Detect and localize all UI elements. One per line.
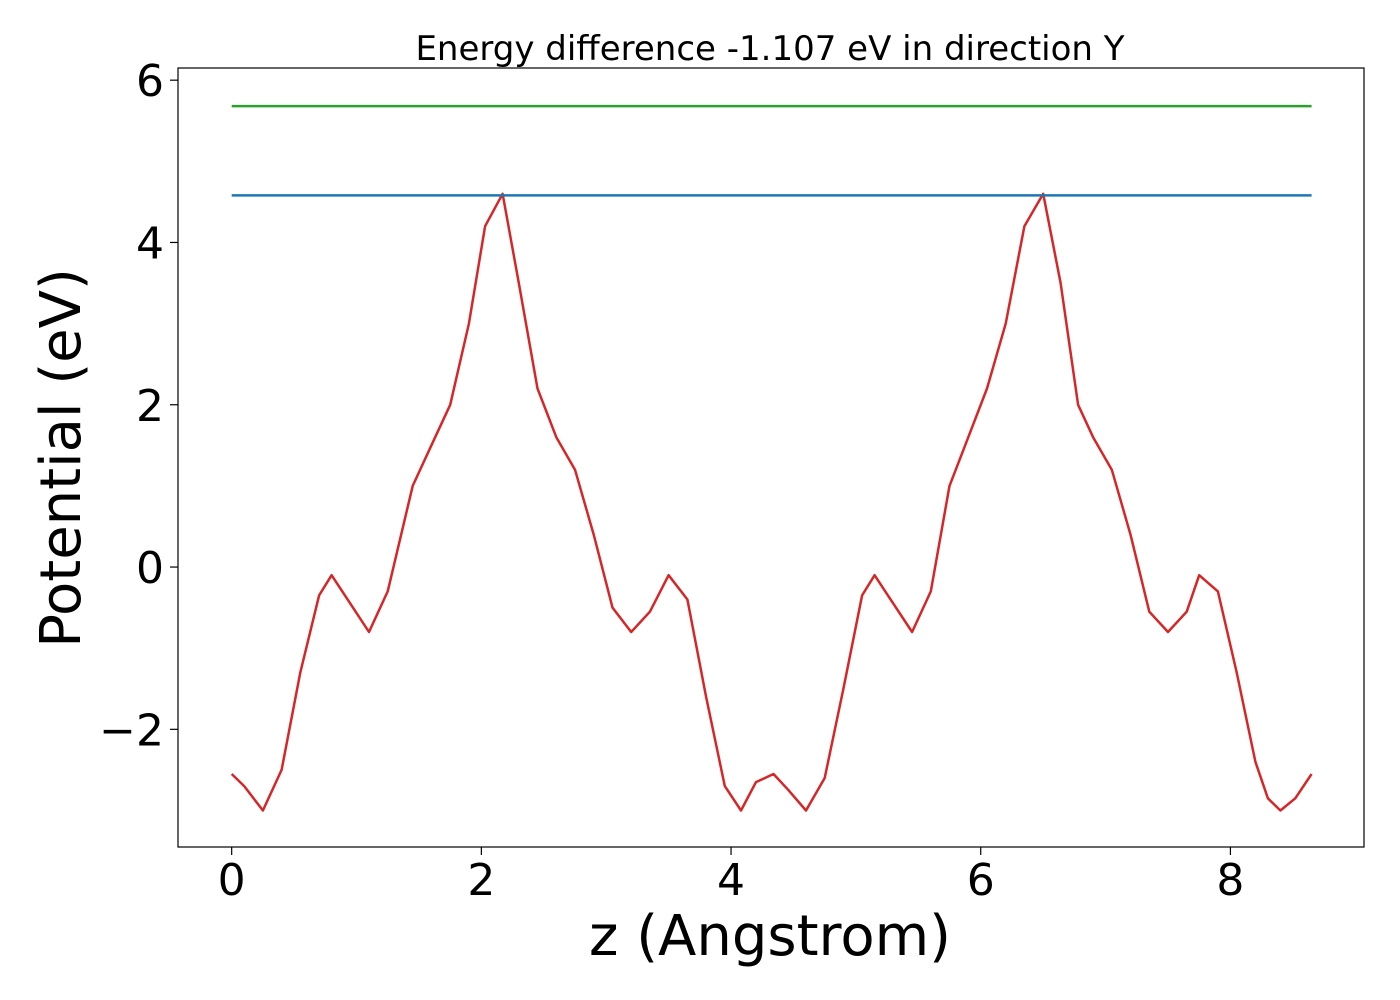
x-tick-label: 6 (967, 855, 995, 906)
axis-ticks: 0 2 4 6 8 −2 0 2 4 6 (99, 56, 1244, 906)
y-tick-label: 6 (136, 56, 164, 107)
chart-title: Energy difference -1.107 eV in direction… (415, 29, 1124, 69)
y-tick-label: −2 (99, 705, 164, 756)
y-tick-label: 4 (136, 218, 164, 269)
plot-frame (177, 67, 1365, 848)
y-axis-title: Potential (eV) (29, 268, 94, 648)
x-axis-title: z (Angstrom) (589, 904, 951, 969)
series-line-0 (230, 192, 1313, 812)
x-tick-label: 4 (717, 855, 745, 906)
y-tick-label: 0 (136, 543, 164, 594)
x-tick-label: 8 (1216, 855, 1244, 906)
x-tick-label: 0 (218, 855, 246, 906)
y-tick-label: 2 (136, 381, 164, 432)
plot-area (230, 104, 1313, 812)
x-tick-label: 2 (467, 855, 495, 906)
